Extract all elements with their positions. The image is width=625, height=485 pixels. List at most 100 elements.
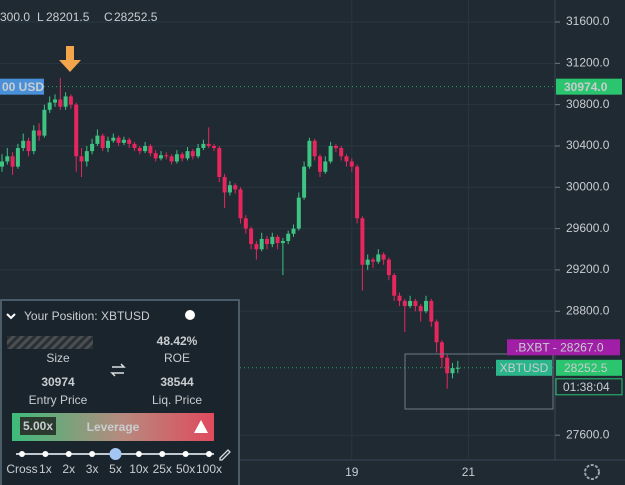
candle-body	[106, 140, 110, 149]
candle-body	[21, 140, 26, 149]
entry-price: 30974	[41, 375, 75, 389]
candle-body	[259, 238, 264, 250]
candle-body	[174, 154, 179, 162]
x-tick-label: 21	[462, 465, 476, 479]
candle-body	[227, 185, 232, 193]
y-tick-label: 30400.0	[566, 138, 610, 152]
candle-body	[217, 148, 222, 177]
candle-body	[445, 357, 450, 374]
ohlc-text: 300.0	[0, 10, 30, 24]
entry-arrow-icon	[59, 46, 81, 72]
candle-body	[201, 143, 206, 149]
candle-body	[74, 104, 79, 157]
help-icon[interactable]	[185, 310, 195, 320]
candle-body	[450, 368, 455, 374]
price-label: 28252.5	[564, 361, 608, 375]
leverage-option[interactable]: 2x	[62, 462, 75, 476]
candle-body	[265, 238, 269, 245]
candle-body	[408, 300, 413, 307]
candle-body	[270, 236, 275, 245]
candle-body	[376, 254, 381, 262]
candle-body	[127, 139, 132, 144]
slider-stop[interactable]	[159, 451, 166, 457]
candle-body	[424, 300, 428, 312]
entry-tag: 00 USD	[2, 80, 44, 94]
slider-stop[interactable]	[135, 451, 142, 457]
countdown-box	[555, 378, 623, 396]
leverage-option[interactable]: 1x	[39, 462, 52, 476]
candle-body	[37, 130, 42, 136]
candle-body	[254, 244, 259, 250]
entry-tag-box	[0, 78, 44, 95]
y-tick-label: 27600.0	[566, 427, 610, 441]
candle-body	[349, 161, 354, 167]
candle-body	[355, 166, 360, 219]
leverage-option[interactable]: 10x	[129, 462, 148, 476]
candle-body	[455, 367, 460, 369]
countdown: 01:38:04	[563, 380, 610, 394]
candle-body	[249, 228, 254, 245]
slider-stop[interactable]	[42, 451, 49, 457]
label: Size	[46, 351, 70, 365]
y-tick-label: 30800.0	[566, 97, 610, 111]
candle-body	[206, 143, 211, 146]
candle-body	[53, 99, 57, 103]
slider-stop[interactable]	[65, 451, 72, 457]
candle-body	[0, 161, 4, 167]
slider-stop[interactable]	[206, 451, 212, 457]
roe-value: 48.42%	[157, 334, 198, 348]
candle-body	[111, 137, 116, 141]
leverage-option[interactable]: 100x	[196, 462, 222, 476]
leverage-option[interactable]: 25x	[153, 462, 172, 476]
leverage-option[interactable]: 3x	[86, 462, 99, 476]
candle-body	[402, 300, 407, 307]
y-tick-label: 30000.0	[566, 179, 610, 193]
collapse-icon[interactable]	[6, 313, 16, 320]
price-label-box	[507, 339, 620, 356]
slider-stop[interactable]	[19, 451, 25, 457]
leverage-option[interactable]: 5x	[109, 462, 122, 476]
candle-body	[222, 176, 227, 193]
price-label: .BXBT - 28267.0	[515, 340, 604, 354]
candle-body	[238, 189, 243, 219]
candle-body	[47, 102, 52, 110]
slider-stop[interactable]	[182, 451, 189, 457]
candle-body	[63, 96, 68, 107]
slider-stop[interactable]	[89, 451, 96, 457]
candle-body	[121, 139, 126, 143]
candle-body	[164, 155, 169, 157]
candle-body	[185, 151, 190, 159]
warning-icon	[194, 420, 208, 433]
candle-body	[79, 156, 84, 162]
candle-body	[371, 259, 375, 262]
candle-body	[100, 135, 105, 149]
candle-body	[243, 218, 248, 229]
y-tick-label: 28800.0	[566, 303, 610, 317]
ohlc-text: L	[37, 10, 44, 24]
x-tick-label: 19	[345, 465, 359, 479]
label: Entry Price	[29, 393, 88, 407]
candle-body	[302, 166, 307, 198]
leverage-option[interactable]: Cross	[6, 462, 37, 476]
label: Liq. Price	[152, 393, 202, 407]
leverage-option[interactable]: 50x	[176, 462, 195, 476]
candle-body	[323, 161, 328, 172]
leverage-value: 5.00x	[23, 419, 53, 433]
price-label-box	[556, 78, 622, 95]
candle-body	[439, 342, 444, 358]
candle-body	[339, 148, 344, 157]
leverage-label: Leverage	[87, 420, 140, 434]
candle-body	[291, 228, 296, 234]
candle-body	[307, 140, 312, 167]
candle-body	[296, 197, 301, 229]
candle-body	[42, 109, 47, 136]
settings-icon[interactable]	[584, 464, 600, 480]
candle-body	[58, 99, 63, 107]
candle-body	[360, 218, 365, 265]
price-label-box	[556, 359, 622, 376]
y-tick-label: 29200.0	[566, 262, 610, 276]
slider-handle[interactable]	[109, 448, 122, 460]
edit-icon[interactable]	[219, 449, 231, 461]
leverage-value-box	[20, 417, 56, 435]
